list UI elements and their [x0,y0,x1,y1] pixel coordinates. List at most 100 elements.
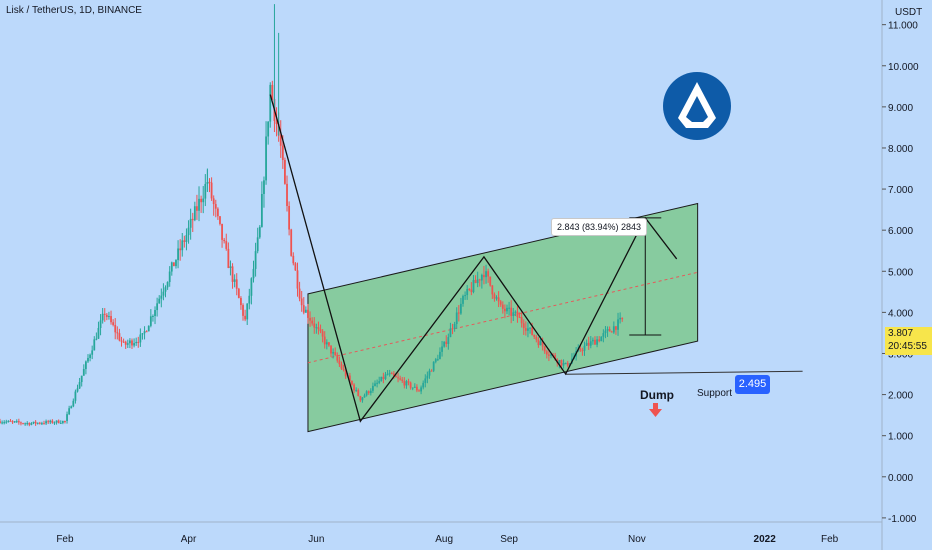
lisk-logo-icon [663,72,731,140]
candle-body [160,295,163,299]
candle-body [269,84,272,122]
candle-body [223,239,226,242]
candle-body [401,379,404,381]
candle-body [560,360,563,366]
candle-body [154,310,156,316]
candle-body [518,317,521,319]
candle-body [185,235,188,242]
candle-body [55,420,58,423]
dump-label: Dump [640,388,674,402]
candle-body [1,422,3,424]
candle-body [348,375,351,381]
candle-body [200,198,203,203]
candle-body [340,364,343,369]
candle-body [26,423,29,425]
candle-body [300,298,303,306]
x-tick-label: Aug [435,534,453,545]
candle-body [554,355,557,360]
candle-body [527,328,529,331]
candle-body [110,316,112,323]
candle-body [281,145,284,160]
candle-body [0,421,1,423]
candle-body [445,341,448,345]
candle-body [103,313,106,315]
candle-body [432,361,435,371]
candle-body [225,241,228,249]
candle-body [436,359,439,361]
candle-body [317,327,320,330]
candle-body [374,383,376,386]
candle-body [522,323,525,329]
candle-body [455,312,458,325]
candle-body [564,362,567,364]
candle-body [472,279,475,293]
candle-body [122,341,125,343]
candle-body [260,193,263,227]
candle-body [114,324,117,333]
candle-body [585,342,588,346]
x-tick-label: Feb [821,534,839,545]
candle-body [91,350,94,355]
chart-title: Lisk / TetherUS, 1D, BINANCE [6,5,142,16]
support-value-badge: 2.495 [735,375,770,394]
candle-body [503,308,506,312]
candle-body [307,309,309,318]
candle-body [501,304,504,309]
candle-body [424,378,427,383]
candle-body [369,390,372,394]
candle-body [87,357,89,362]
candle-body [382,376,385,379]
candle-body [135,341,138,344]
candle-body [11,421,14,423]
candle-body [468,288,471,290]
candle-body [315,327,318,329]
candle-body [45,421,47,424]
candle-body [351,380,353,385]
candle-body [485,271,487,278]
candle-body [474,279,477,284]
x-tick-label: Feb [56,534,74,545]
candle-body [397,377,399,379]
candle-body [321,331,324,337]
candle-body [208,181,211,183]
current-price-tag: 3.807 20:45:55 [885,327,932,355]
candle-body [621,317,624,320]
candle-body [384,374,387,379]
candle-body [187,227,190,236]
channel-midline [307,271,698,364]
candle-body [598,339,601,342]
candle-body [53,422,56,424]
countdown: 20:45:55 [888,341,927,352]
candle-body [240,297,242,306]
candle-body [227,248,230,268]
candle-body [596,339,598,345]
candle-body [267,121,270,137]
candle-body [61,420,64,423]
candle-body [606,329,609,331]
currency-unit: USDT [895,7,923,18]
candle-body [32,421,35,424]
candle-body [296,270,299,289]
candle-body [330,345,332,354]
x-tick-label: Apr [181,534,197,545]
candle-body [342,368,345,371]
candle-body [533,334,536,337]
candle-body [298,288,301,299]
candle-body [388,373,391,375]
candle-body [399,378,402,380]
candle-body [430,370,433,372]
candle-body [170,262,173,272]
candle-body [480,274,483,281]
candle-body [587,342,590,346]
candle-body [591,339,594,342]
candle-body [353,384,355,391]
candle-body [483,274,485,278]
candle-body [164,287,167,292]
candle-body [51,420,54,423]
candle-body [237,288,240,298]
candle-body [120,340,123,342]
candle-body [520,317,523,324]
candle-body [615,326,617,330]
x-tick-label: Jun [308,534,324,545]
